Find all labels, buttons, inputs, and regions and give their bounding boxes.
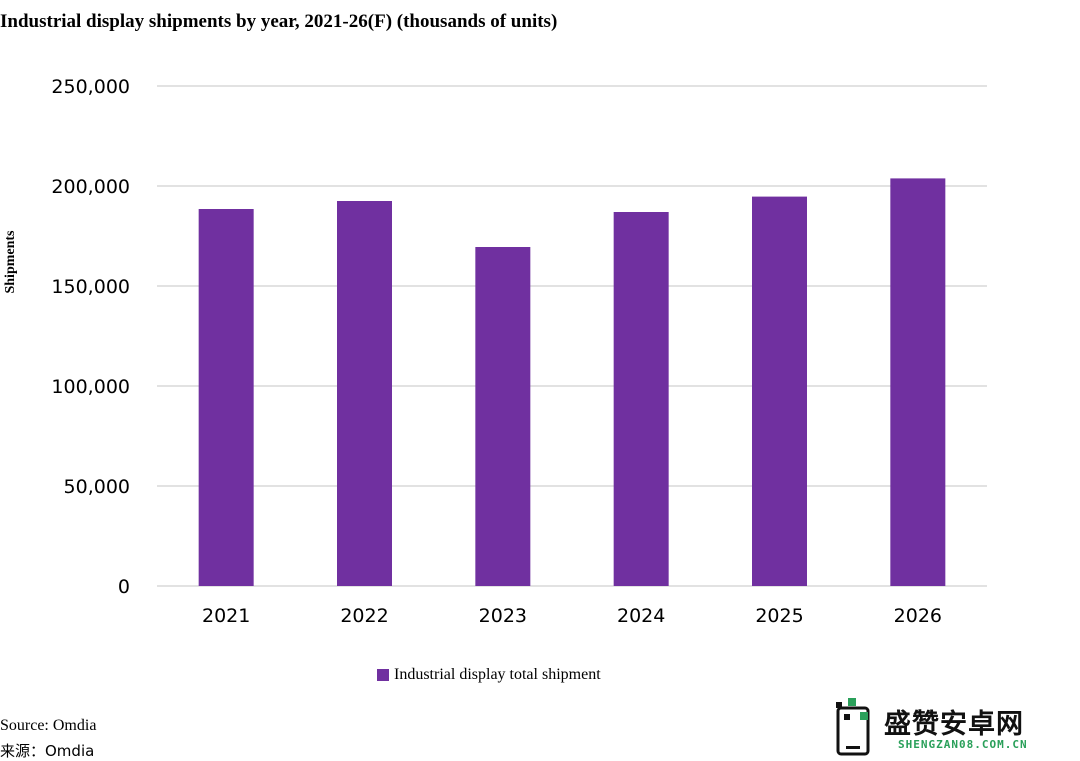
watermark: 盛赞安卓网 SHENGZAN08.COM.CN — [834, 698, 1074, 758]
bars — [198, 178, 946, 586]
source-text-cn: 来源：Omdia — [0, 742, 95, 760]
bar-2026 — [890, 178, 946, 586]
y-tick-label: 200,000 — [51, 176, 130, 198]
chart-title: Industrial display shipments by year, 20… — [0, 11, 558, 32]
x-tick-label: 2026 — [894, 605, 942, 627]
y-tick-label: 50,000 — [64, 476, 130, 498]
watermark-url: SHENGZAN08.COM.CN — [898, 738, 1028, 751]
bar-2024 — [613, 212, 669, 586]
bar-2022 — [337, 201, 392, 586]
bar-2025 — [752, 196, 807, 586]
y-tick-label: 100,000 — [51, 376, 130, 398]
y-tick-label: 250,000 — [51, 76, 130, 98]
gridlines — [157, 85, 987, 587]
y-tick-label: 0 — [118, 576, 130, 598]
legend: Industrial display total shipment — [377, 666, 601, 684]
x-tick-label: 2022 — [340, 605, 388, 627]
watermark-title: 盛赞安卓网 — [884, 709, 1024, 740]
source-text: Source: Omdia — [0, 717, 97, 734]
legend-swatch — [377, 669, 389, 681]
x-tick-label: 2021 — [202, 605, 250, 627]
x-axis-ticks: 2021 2022 2023 2024 2025 2026 — [202, 605, 942, 627]
bar-2023 — [475, 247, 531, 586]
bar-2021 — [198, 209, 254, 586]
legend-label: Industrial display total shipment — [394, 666, 601, 683]
x-tick-label: 2023 — [479, 605, 527, 627]
phone-logo-icon — [836, 698, 870, 756]
x-tick-label: 2024 — [617, 605, 665, 627]
y-axis-ticks: 0 50,000 100,000 150,000 200,000 250,000 — [51, 76, 130, 598]
y-tick-label: 150,000 — [51, 276, 130, 298]
x-tick-label: 2025 — [755, 605, 803, 627]
